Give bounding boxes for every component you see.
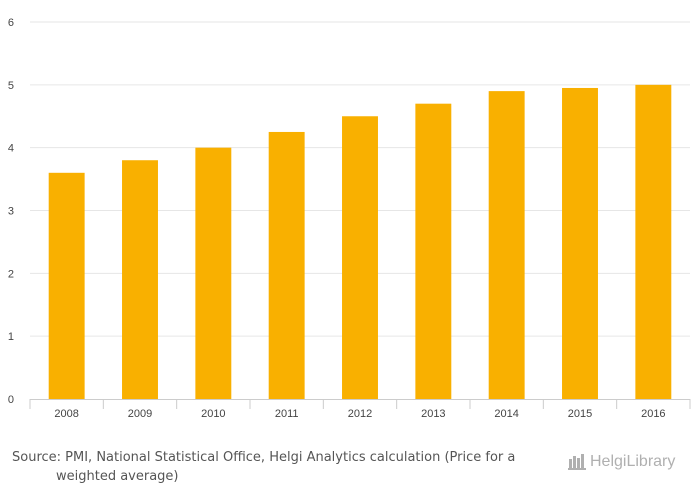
x-tick-label: 2014 — [494, 408, 518, 420]
y-tick-label: 6 — [8, 17, 14, 29]
source-note: Source: PMI, National Statistical Office… — [12, 448, 532, 486]
bar-2009 — [122, 160, 158, 399]
x-tick-label: 2015 — [568, 408, 592, 420]
x-tick-label: 2012 — [348, 408, 372, 420]
bar-2016 — [635, 84, 672, 399]
bar-2013 — [415, 103, 452, 399]
library-books-icon — [568, 454, 586, 470]
y-tick-label: 4 — [8, 143, 14, 155]
x-tick-label: 2010 — [201, 408, 225, 420]
bar-2014 — [488, 91, 525, 399]
bar-chart: 0 1 2 3 4 5 6 2008 2009 2010 2011 2012 2013 2014 2015… — [8, 17, 691, 420]
bar-2015 — [562, 87, 598, 399]
bar-2010 — [195, 147, 232, 399]
helgi-library-logo: HelgiLibrary — [568, 449, 692, 471]
x-tick-label: 2016 — [641, 408, 665, 420]
brand-text: HelgiLibrary — [590, 453, 675, 470]
x-tick-label: 2011 — [275, 408, 299, 420]
y-tick-label: 0 — [8, 394, 14, 406]
source-text: Source: PMI, National Statistical Office… — [12, 450, 516, 484]
bar-2008 — [48, 172, 85, 399]
bar-2012 — [342, 116, 378, 399]
bars — [48, 84, 672, 400]
x-tick-label: 2013 — [421, 408, 445, 420]
x-axis: 2008 2009 2010 2011 2012 2013 2014 2015 2016 — [29, 399, 691, 420]
x-tick-label: 2009 — [128, 408, 152, 420]
x-tick-label: 2008 — [54, 408, 78, 420]
y-axis-tick-labels: 0 1 2 3 4 5 6 — [8, 17, 14, 406]
bar-2011 — [268, 131, 305, 400]
y-tick-label: 5 — [8, 80, 14, 92]
y-tick-label: 2 — [8, 268, 14, 280]
y-tick-label: 3 — [8, 206, 14, 218]
y-tick-label: 1 — [8, 331, 14, 343]
